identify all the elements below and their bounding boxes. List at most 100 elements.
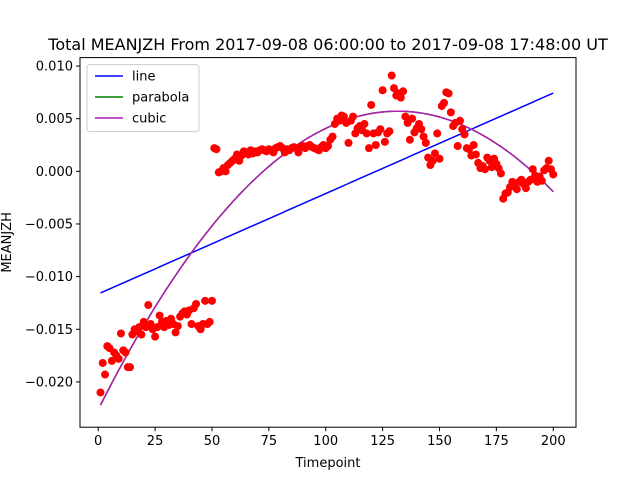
data-point bbox=[496, 169, 505, 178]
fit-lines bbox=[99, 92, 554, 406]
data-point bbox=[126, 363, 135, 372]
data-point bbox=[512, 185, 521, 194]
series-line bbox=[100, 92, 554, 294]
data-point bbox=[324, 142, 332, 151]
data-point bbox=[205, 317, 214, 326]
chart-title: Total MEANJZH From 2017-09-08 06:00:00 t… bbox=[47, 35, 608, 54]
data-point bbox=[137, 330, 146, 339]
data-point bbox=[344, 138, 353, 147]
data-point bbox=[153, 323, 162, 332]
legend-frame bbox=[86, 64, 200, 133]
data-point bbox=[135, 323, 144, 332]
data-point bbox=[430, 149, 439, 158]
data-point bbox=[399, 87, 408, 96]
data-point bbox=[362, 129, 371, 138]
data-point bbox=[446, 108, 455, 117]
data-point bbox=[98, 358, 107, 367]
x-axis: 0 25 50 75 100 125 150 175 200 bbox=[94, 427, 566, 449]
y-axis: −0.020 −0.015 −0.010 −0.005 0.000 0.005 0.010 bbox=[25, 60, 80, 390]
data-point bbox=[417, 125, 426, 134]
data-point bbox=[396, 93, 405, 102]
x-tick-label: 25 bbox=[147, 434, 164, 449]
data-point bbox=[144, 301, 153, 310]
data-point bbox=[471, 150, 480, 159]
data-point bbox=[371, 141, 380, 149]
data-point bbox=[339, 112, 348, 121]
y-tick-label: −0.020 bbox=[25, 375, 73, 390]
data-point bbox=[428, 156, 437, 165]
data-point bbox=[121, 348, 130, 357]
data-point bbox=[114, 354, 123, 363]
data-point bbox=[107, 356, 116, 365]
legend-label-cubic: cubic bbox=[132, 112, 166, 127]
data-point bbox=[537, 176, 546, 185]
data-point bbox=[469, 141, 478, 149]
data-point bbox=[521, 184, 530, 193]
data-point bbox=[408, 114, 417, 123]
y-tick-label: 0.010 bbox=[36, 60, 73, 75]
data-point bbox=[528, 165, 537, 174]
y-tick-label: −0.005 bbox=[25, 217, 73, 232]
data-point bbox=[401, 112, 410, 121]
data-point bbox=[385, 127, 394, 136]
data-point bbox=[187, 320, 196, 329]
data-point bbox=[480, 165, 489, 174]
series-cubic bbox=[99, 110, 554, 406]
data-point bbox=[460, 130, 469, 139]
scatter-points bbox=[96, 71, 558, 397]
y-axis-label: MEANJZH bbox=[0, 212, 15, 273]
x-axis-label: Timepoint bbox=[295, 456, 361, 471]
y-tick-label: −0.015 bbox=[25, 323, 73, 338]
data-point bbox=[349, 112, 358, 121]
x-tick-label: 0 bbox=[94, 434, 102, 449]
data-point bbox=[364, 144, 373, 153]
data-point bbox=[155, 311, 164, 320]
data-point bbox=[173, 322, 182, 331]
x-tick-label: 100 bbox=[313, 434, 338, 449]
data-point bbox=[444, 89, 453, 98]
x-tick-label: 75 bbox=[261, 434, 278, 449]
data-point bbox=[367, 100, 376, 109]
data-point bbox=[455, 116, 464, 125]
y-tick-label: 0.005 bbox=[36, 112, 73, 127]
data-point bbox=[192, 300, 201, 308]
legend-label-line: line bbox=[132, 70, 155, 85]
legend-entries: line parabola cubic bbox=[95, 70, 189, 127]
x-tick-label: 175 bbox=[484, 434, 509, 449]
data-point bbox=[387, 71, 396, 80]
data-point bbox=[360, 119, 369, 128]
data-point bbox=[201, 296, 210, 305]
data-point bbox=[419, 132, 428, 141]
data-point bbox=[549, 170, 558, 179]
data-point bbox=[435, 154, 444, 163]
data-point bbox=[171, 328, 180, 337]
y-tick-label: 0.000 bbox=[36, 165, 73, 180]
data-point bbox=[207, 296, 216, 305]
data-point bbox=[421, 138, 430, 147]
data-point bbox=[378, 86, 387, 95]
legend-label-parabola: parabola bbox=[132, 91, 189, 106]
y-tick-label: −0.010 bbox=[25, 270, 73, 285]
data-point bbox=[453, 142, 462, 151]
data-point bbox=[328, 132, 337, 141]
data-point bbox=[96, 388, 105, 397]
data-point bbox=[405, 135, 414, 144]
data-point bbox=[151, 332, 160, 341]
data-point bbox=[116, 329, 125, 338]
data-point bbox=[221, 167, 230, 176]
data-point bbox=[101, 370, 110, 379]
data-point bbox=[376, 125, 385, 134]
data-point bbox=[389, 84, 398, 93]
x-tick-label: 150 bbox=[427, 434, 452, 449]
x-tick-label: 200 bbox=[541, 434, 566, 449]
data-point bbox=[212, 145, 221, 154]
data-point bbox=[544, 156, 553, 165]
legend: line parabola cubic bbox=[86, 64, 200, 133]
data-point bbox=[433, 129, 442, 138]
x-tick-label: 50 bbox=[204, 434, 221, 449]
x-tick-label: 125 bbox=[370, 434, 395, 449]
plot-frame bbox=[79, 57, 577, 428]
data-point bbox=[440, 98, 449, 107]
data-point bbox=[380, 137, 389, 146]
